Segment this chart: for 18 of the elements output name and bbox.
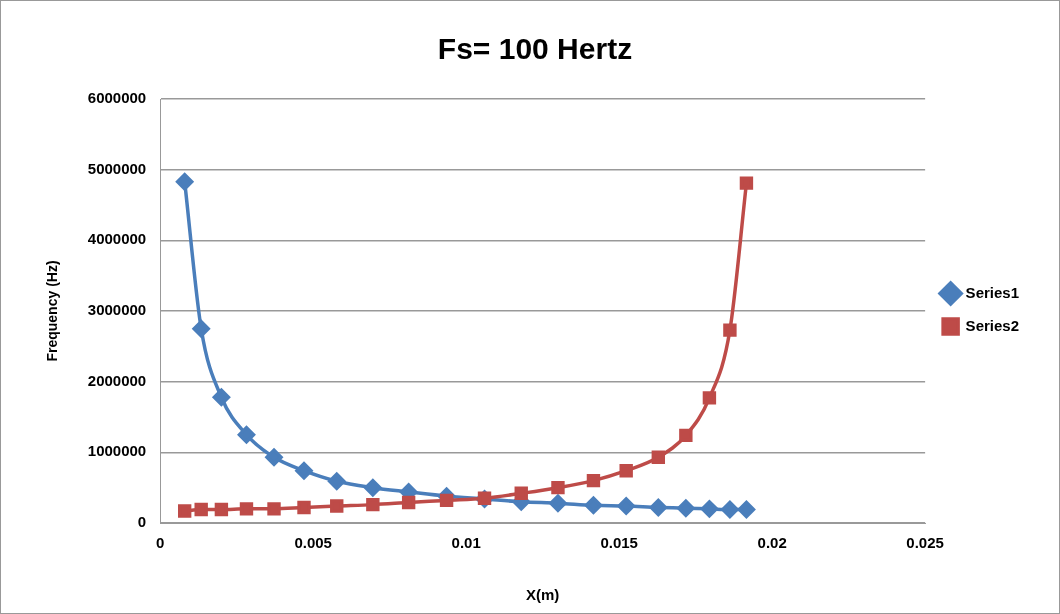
x-axis-title: X(m) (525, 586, 560, 604)
y-tick-label: 4000000 (87, 230, 147, 248)
y-tick-label: 3000000 (87, 301, 147, 319)
y-tick-label: 2000000 (87, 371, 147, 389)
x-tick-label: 0.01 (451, 534, 481, 552)
x-tick-label: 0.005 (294, 534, 332, 552)
chart-title: Fs= 100 Hertz (437, 32, 633, 66)
y-axis-title: Frequency (Hz) (44, 260, 61, 362)
x-tick-label: 0.02 (757, 534, 787, 552)
legend-label: Series1 (965, 283, 1020, 301)
y-tick-label: 6000000 (87, 89, 147, 107)
x-tick-label: 0 (156, 534, 165, 552)
x-tick-label: 0.015 (600, 534, 638, 552)
x-tick-label: 0.025 (906, 534, 944, 552)
y-tick-label: 1000000 (87, 442, 147, 460)
y-tick-label: 0 (137, 513, 147, 531)
y-tick-label: 5000000 (87, 159, 147, 177)
legend-label: Series2 (965, 316, 1020, 334)
